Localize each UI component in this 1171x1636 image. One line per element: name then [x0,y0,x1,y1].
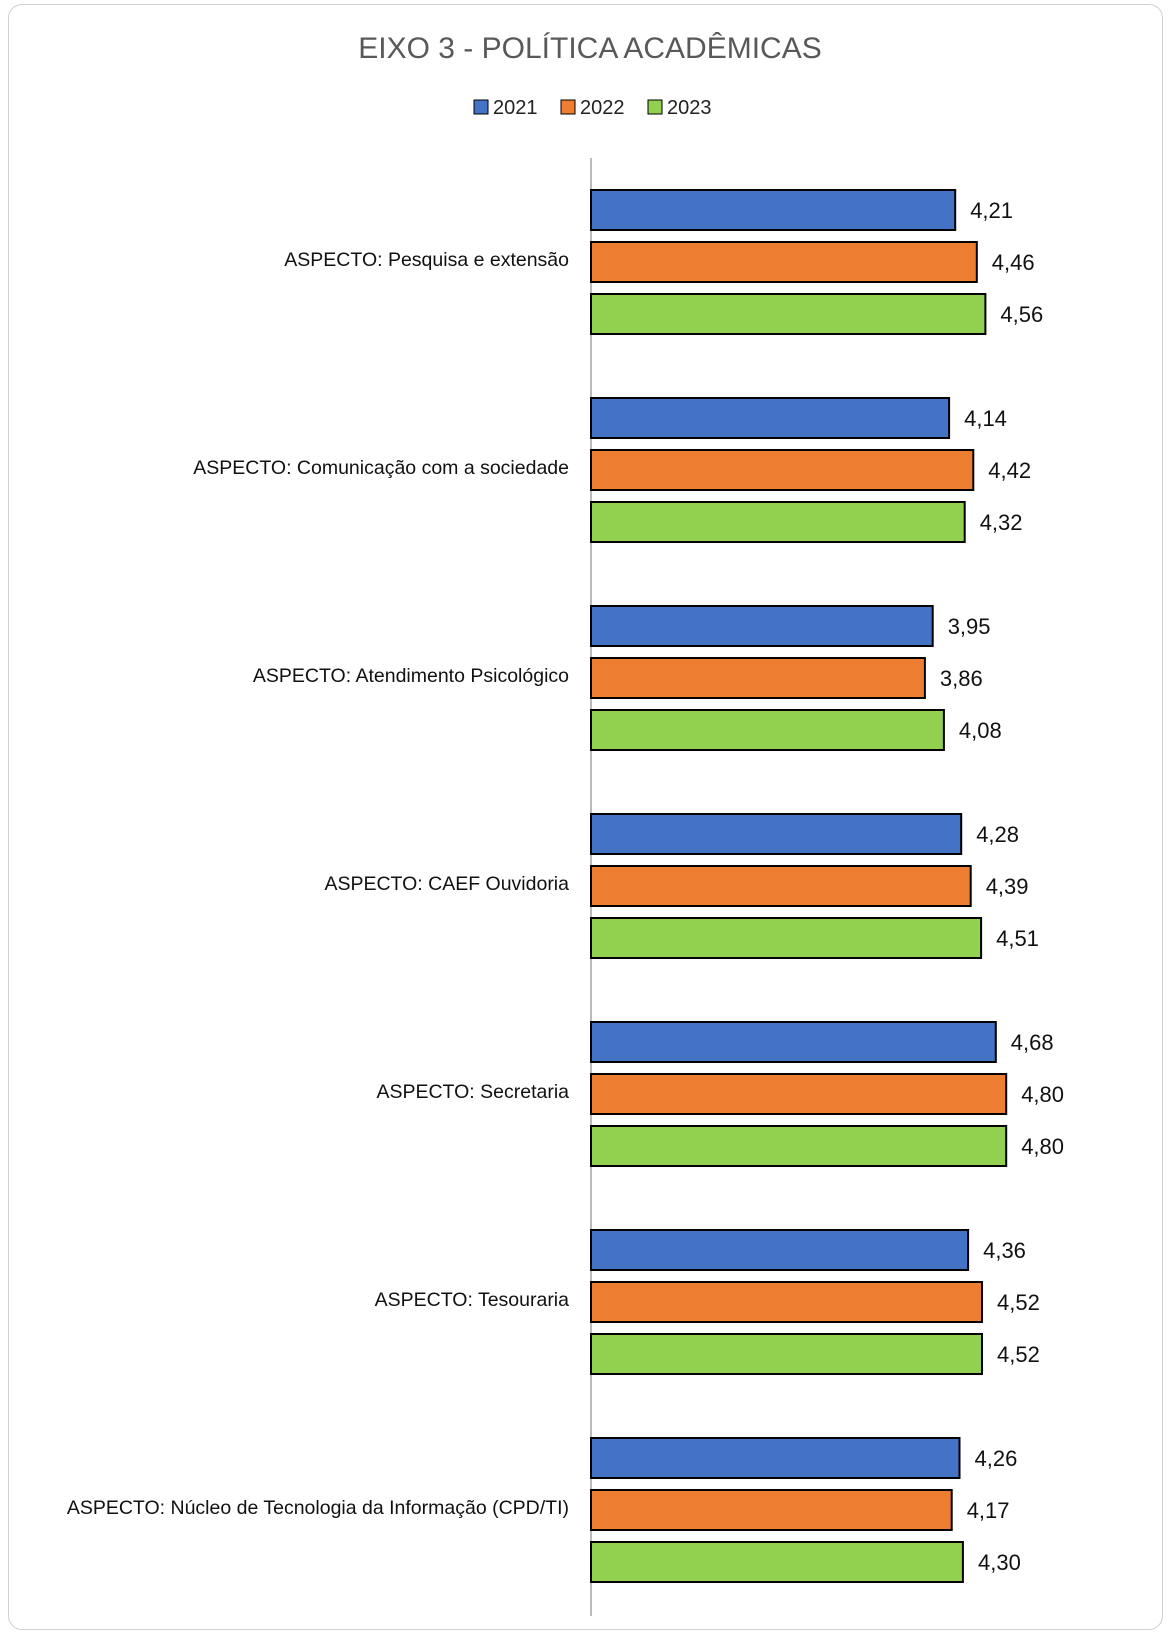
category-label: ASPECTO: CAEF Ouvidoria [324,873,569,895]
bar-2021 [590,397,951,439]
category-label: ASPECTO: Núcleo de Tecnologia da Informa… [67,1497,569,1519]
bar-2022 [590,241,978,283]
category-label: ASPECTO: Pesquisa e extensão [284,249,569,271]
legend-label-2023: 2023 [667,97,712,119]
category-label: ASPECTO: Tesouraria [375,1289,570,1311]
legend-swatch-2022 [560,99,576,115]
bar-2022 [590,1489,953,1531]
value-label-2023: 4,32 [980,510,1023,535]
bar-2023 [590,1125,1008,1167]
value-label-2023: 4,52 [997,1342,1040,1367]
value-label-2023: 4,80 [1021,1134,1064,1159]
value-label-2022: 4,42 [988,458,1031,483]
value-label-2022: 4,52 [997,1290,1040,1315]
bar-2023 [590,293,987,335]
chart-title: EIXO 3 - POLÍTICA ACADÊMICAS [358,32,821,65]
bar-2021 [590,1229,970,1271]
legend-swatch-2023 [647,99,663,115]
value-label-2021: 3,95 [948,614,991,639]
value-label-2023: 4,08 [959,718,1002,743]
value-label-2021: 4,68 [1011,1030,1054,1055]
value-label-2021: 4,28 [976,822,1019,847]
bar-2021 [590,1437,961,1479]
value-label-2021: 4,26 [975,1446,1018,1471]
bar-2021 [590,605,934,647]
category-label: ASPECTO: Atendimento Psicológico [253,665,569,687]
value-label-2022: 4,46 [992,250,1035,275]
value-label-2022: 3,86 [940,666,983,691]
bar-2021 [590,1021,997,1063]
bar-2022 [590,449,975,491]
category-label: ASPECTO: Comunicação com a sociedade [193,457,569,479]
bar-2022 [590,1281,983,1323]
bar-2022 [590,1073,1008,1115]
value-label-2021: 4,14 [964,406,1007,431]
category-labels: ASPECTO: Pesquisa e extensão ASPECTO: Com… [67,249,569,1519]
value-label-2022: 4,80 [1021,1082,1064,1107]
bar-2022 [590,657,926,699]
value-label-2023: 4,56 [1000,302,1043,327]
bars [590,189,1008,1583]
value-label-2023: 4,51 [996,926,1039,951]
category-label: ASPECTO: Secretaria [376,1081,569,1103]
legend-swatch-2021 [473,99,489,115]
value-label-2022: 4,17 [967,1498,1010,1523]
bar-2022 [590,865,972,907]
value-label-2023: 4,30 [978,1550,1021,1575]
legend-label-2022: 2022 [580,97,625,119]
bar-2021 [590,189,957,231]
bar-2023 [590,501,966,543]
bar-2023 [590,1541,964,1583]
value-labels: 4,21 4,46 4,56 4,14 4,42 4,32 3,95 3,86 4,08 4,28… [940,198,1064,1575]
legend: 2021 2022 2023 [473,97,712,119]
bar-2021 [590,813,963,855]
value-label-2022: 4,39 [986,874,1029,899]
value-label-2021: 4,21 [970,198,1013,223]
bar-2023 [590,917,983,959]
bar-2023 [590,1333,983,1375]
bar-2023 [590,709,945,751]
value-label-2021: 4,36 [983,1238,1026,1263]
legend-label-2021: 2021 [493,97,538,119]
